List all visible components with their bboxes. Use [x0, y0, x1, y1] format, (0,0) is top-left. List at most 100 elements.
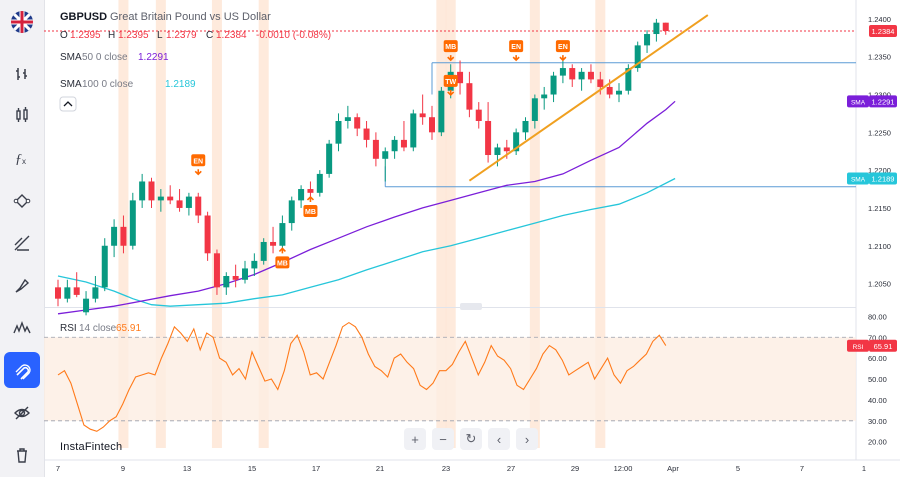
trendline	[468, 14, 709, 182]
svg-text:ƒ: ƒ	[15, 152, 22, 167]
time-tick-label: 27	[507, 464, 515, 473]
time-tick-label: 17	[312, 464, 320, 473]
rsi-tag-value-box	[869, 339, 897, 352]
price-tick-label: 1.2100	[868, 242, 891, 251]
candle-body	[438, 90, 445, 133]
trash-icon[interactable]	[4, 437, 40, 473]
rsi-tick-label: 50.00	[868, 375, 887, 384]
ohlc-open-label: O	[60, 30, 68, 41]
rsi-tag: RSI 65.91	[847, 339, 897, 352]
candle-body	[120, 226, 127, 246]
arrow-down-icon	[447, 55, 455, 62]
candle-body	[419, 113, 426, 118]
marker-label: MB	[277, 260, 288, 267]
candle-body	[410, 113, 417, 148]
candle-body	[176, 200, 183, 208]
rsi-line	[57, 321, 667, 432]
pane-separator	[44, 307, 856, 308]
candle-body	[223, 275, 230, 288]
price-tick-label: 1.2400	[868, 15, 891, 24]
scroll-right-button[interactable]: ›	[516, 428, 538, 450]
sma50-tag-value-box	[869, 95, 897, 108]
marker-badge	[443, 74, 458, 87]
rsi-tag-label-box	[847, 339, 869, 352]
candle-body	[288, 200, 295, 224]
signal-marker: TW	[443, 74, 458, 97]
highlight-column	[529, 0, 540, 448]
rsi-tick-label: 70.00	[868, 333, 887, 342]
rsi-tick-label: 40.00	[868, 396, 887, 405]
marker-badge	[443, 40, 458, 53]
last-price-tag-value-box	[869, 25, 897, 38]
waves-icon[interactable]	[4, 310, 40, 346]
sma50-line	[57, 100, 676, 315]
sma100-label[interactable]: SMA	[60, 79, 82, 90]
candle-body	[298, 189, 305, 201]
ohlc-open: 1.2395	[70, 30, 101, 41]
ohlc-high-label: H	[108, 30, 115, 41]
candle-body	[494, 147, 501, 156]
scroll-left-button[interactable]: ‹	[488, 428, 510, 450]
magnet-icon[interactable]	[4, 352, 40, 388]
time-tick-label: 1	[862, 464, 866, 473]
candle-body	[92, 287, 99, 299]
ohlc-close-label: C	[206, 30, 213, 41]
rsi-tick-label: 60.00	[868, 354, 887, 363]
rsi-value: 65.91	[116, 323, 141, 334]
nodes-icon[interactable]	[4, 183, 40, 219]
candle-body	[344, 117, 351, 121]
time-tick-label: 23	[442, 464, 450, 473]
last-price-tag: 1.2384	[869, 25, 897, 38]
candle-body	[185, 196, 192, 208]
indicators-icon[interactable]	[4, 56, 40, 92]
candle-body	[372, 139, 379, 159]
sma50-params: 50 0 close	[82, 52, 128, 63]
ohlc-close: 1.2384	[216, 30, 247, 41]
marker-label: EN	[558, 44, 568, 51]
sma50-label[interactable]: SMA	[60, 52, 82, 63]
ohlc-high: 1.2395	[118, 30, 149, 41]
candle-body	[587, 71, 594, 80]
price-tick-label: 1.2250	[868, 128, 891, 137]
candle-body	[251, 260, 258, 269]
candle-body	[139, 181, 146, 201]
candle-body	[391, 139, 398, 152]
candle-body	[326, 143, 333, 174]
candle-body	[429, 117, 435, 133]
collapse-legend-button[interactable]	[59, 96, 77, 112]
sma100-tag-value-box	[869, 172, 897, 185]
zoom-out-button[interactable]: −	[432, 428, 454, 450]
candle-body	[597, 79, 604, 87]
instrument-name: Great Britain Pound vs US Dollar	[110, 11, 271, 23]
marker-badge	[303, 204, 318, 217]
zoom-in-button[interactable]: +	[404, 428, 426, 450]
sma50-tag-value: 1.2291	[872, 97, 895, 106]
candle-body	[157, 196, 164, 201]
reset-button[interactable]: ↻	[460, 428, 482, 450]
candle-body	[260, 241, 267, 261]
sma50-value: 1.2291	[138, 52, 169, 63]
highlight-column	[436, 0, 447, 448]
time-tick-label: 29	[571, 464, 579, 473]
brand-logo: InstaFintech	[60, 441, 123, 453]
sma100-line	[57, 177, 676, 307]
measure-icon[interactable]	[4, 225, 40, 261]
brush-icon[interactable]	[4, 268, 40, 304]
candle-body	[55, 287, 61, 299]
flag-icon[interactable]	[11, 11, 33, 33]
rsi-tick-label: 20.00	[868, 438, 887, 447]
signal-marker: EN	[509, 40, 524, 62]
candles-icon[interactable]	[4, 97, 40, 133]
candle-body	[279, 223, 286, 246]
time-tick-label: 5	[736, 464, 740, 473]
signal-marker: EN	[191, 154, 206, 176]
eye-off-icon[interactable]	[4, 395, 40, 431]
rsi-label[interactable]: RSI	[60, 323, 77, 334]
arrow-down-icon	[559, 55, 567, 62]
highlight-column	[155, 0, 166, 448]
marker-label: MB	[305, 209, 316, 216]
time-tick-label: 9	[121, 464, 125, 473]
chart-area[interactable]: EN MB MB MB TW EN EN 1.2400 1.2350 1.2300 1.2250 1…	[44, 0, 900, 477]
